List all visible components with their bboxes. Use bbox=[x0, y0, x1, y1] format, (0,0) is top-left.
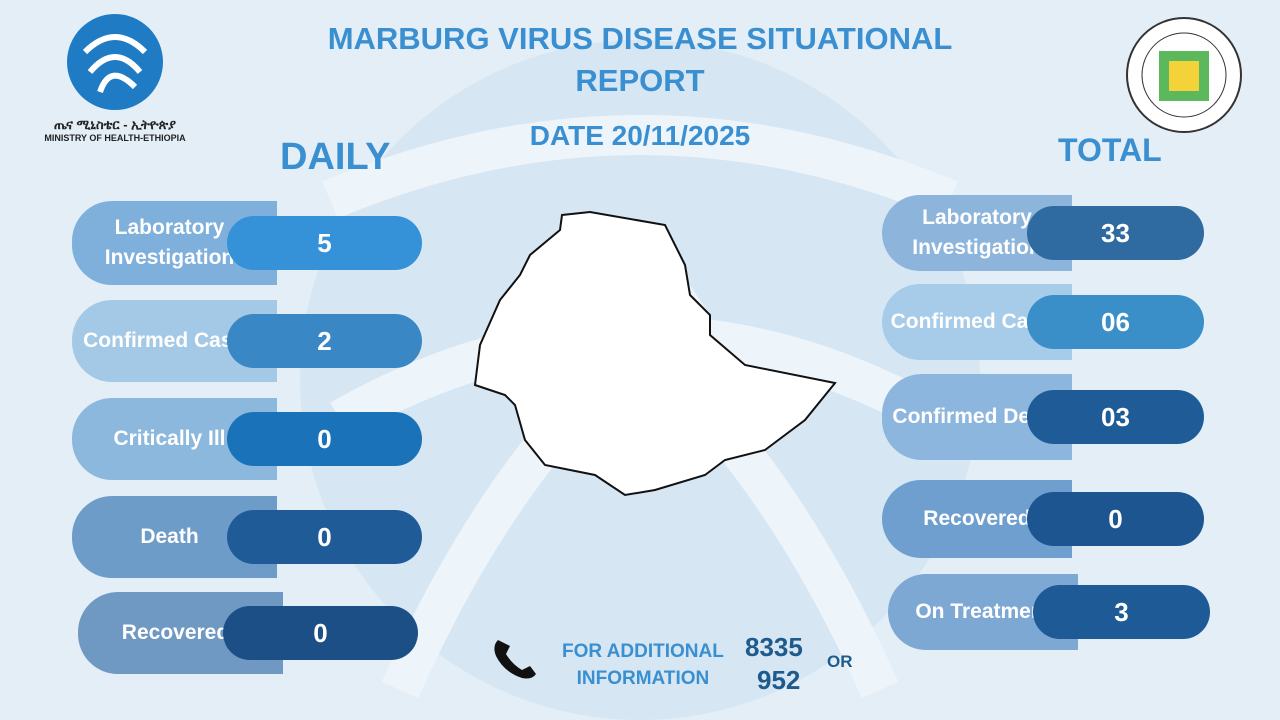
total-card: Laboratory Investigation 33 bbox=[882, 195, 1204, 271]
total-card: Confirmed Death 03 bbox=[882, 374, 1204, 460]
total-card: Confirmed Cases 06 bbox=[882, 284, 1204, 360]
daily-value: 5 bbox=[227, 216, 422, 270]
daily-value: 2 bbox=[227, 314, 422, 368]
daily-heading: DAILY bbox=[280, 136, 391, 178]
daily-card: Death 0 bbox=[72, 496, 422, 578]
phone-icon bbox=[494, 640, 536, 679]
daily-value: 0 bbox=[227, 510, 422, 564]
contact-number-1: 8335 bbox=[745, 632, 803, 662]
report-date: DATE 20/11/2025 bbox=[529, 120, 751, 151]
daily-value: 0 bbox=[227, 412, 422, 466]
total-label: Confirmed Cases bbox=[882, 284, 1072, 360]
contact-number-2: 952 bbox=[757, 665, 801, 695]
daily-card: Confirmed Cases 2 bbox=[72, 300, 422, 382]
moh-amharic: ጤና ሚኒስቴር - ኢትዮጵያ bbox=[54, 117, 176, 132]
total-value: 33 bbox=[1027, 206, 1204, 260]
daily-value: 0 bbox=[223, 606, 418, 660]
contact-label: FOR ADDITIONAL INFORMATION bbox=[562, 638, 724, 692]
moh-logo: ጤና ሚኒስቴር - ኢትዮጵያ MINISTRY OF HEALTH-ETHI… bbox=[40, 12, 190, 143]
total-value: 06 bbox=[1027, 295, 1204, 349]
moh-emblem-icon bbox=[67, 14, 163, 110]
ephi-logo bbox=[1124, 16, 1244, 139]
total-value: 03 bbox=[1027, 390, 1204, 444]
ethiopia-map bbox=[473, 210, 837, 497]
contact-line1: FOR ADDITIONAL bbox=[562, 641, 724, 662]
daily-card: Laboratory Investigation 5 bbox=[72, 201, 422, 285]
report-title: MARBURG VIRUS DISEASE SITUATIONAL REPORT bbox=[327, 21, 953, 98]
contact-or: OR bbox=[827, 652, 853, 671]
daily-card: Recovered 0 bbox=[78, 592, 418, 674]
daily-card: Critically Ill 0 bbox=[72, 398, 422, 480]
total-card: On Treatment 3 bbox=[888, 574, 1210, 650]
moh-english: MINISTRY OF HEALTH-ETHIOPIA bbox=[44, 133, 186, 143]
total-heading: TOTAL bbox=[1058, 132, 1162, 168]
total-value: 3 bbox=[1033, 585, 1210, 639]
total-card: Recovered 0 bbox=[882, 480, 1204, 558]
total-value: 0 bbox=[1027, 492, 1204, 546]
contact-line2: INFORMATION bbox=[576, 668, 710, 689]
